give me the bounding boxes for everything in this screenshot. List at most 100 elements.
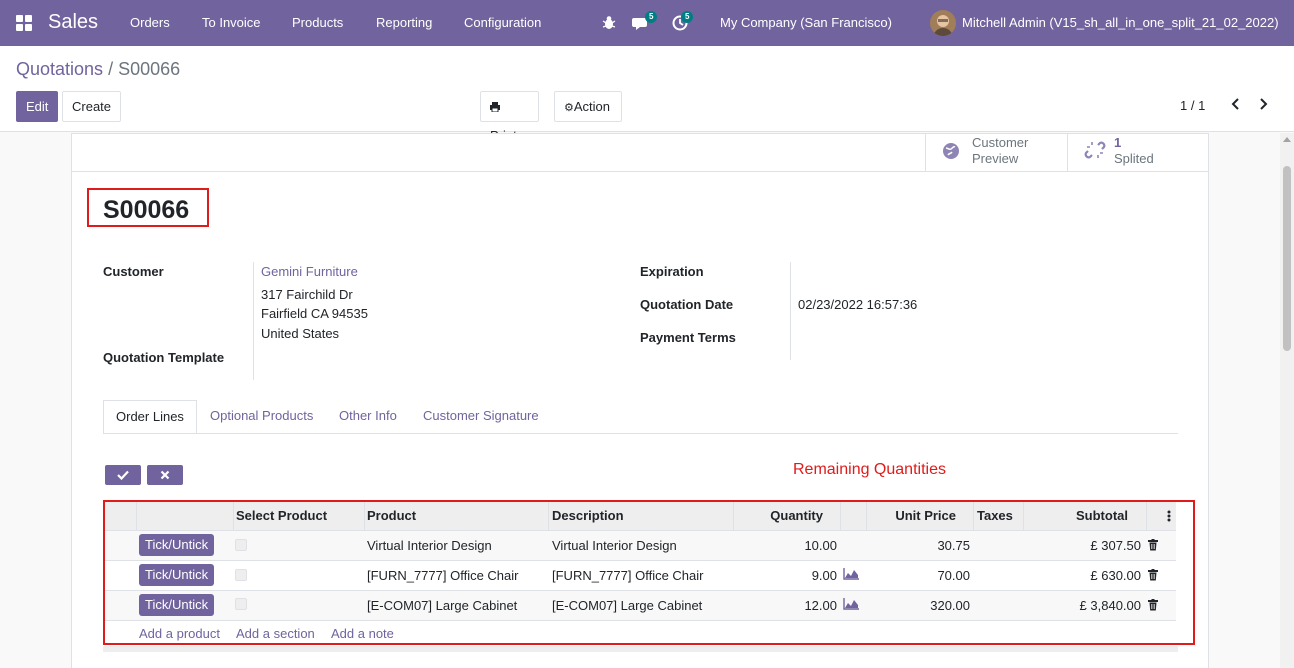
printer-icon bbox=[490, 102, 500, 113]
select-product-checkbox[interactable] bbox=[235, 539, 247, 551]
action-button[interactable]: ⚙Action bbox=[554, 91, 622, 122]
menu-to-invoice[interactable]: To Invoice bbox=[202, 15, 261, 30]
chat-icon[interactable] bbox=[632, 14, 650, 32]
tick-untick-button[interactable]: Tick/Untick bbox=[139, 594, 215, 616]
table-footer bbox=[103, 646, 1178, 652]
header-product[interactable]: Product bbox=[367, 508, 417, 523]
unit-price-cell: 70.00 bbox=[937, 568, 970, 583]
activity-clock-icon[interactable] bbox=[671, 14, 689, 32]
table-header bbox=[105, 502, 1176, 531]
header-taxes[interactable]: Taxes bbox=[977, 508, 1013, 523]
unlink-icon bbox=[1084, 141, 1106, 159]
subtotal-cell: £ 307.50 bbox=[1090, 538, 1141, 553]
tab-customer-signature[interactable]: Customer Signature bbox=[423, 408, 539, 423]
header-select-product[interactable]: Select Product bbox=[236, 508, 328, 523]
quantity-cell: 12.00 bbox=[804, 598, 837, 613]
header-separator bbox=[136, 502, 137, 531]
trash-icon[interactable] bbox=[1148, 569, 1158, 581]
payment-terms-label: Payment Terms bbox=[640, 330, 736, 345]
trash-icon[interactable] bbox=[1148, 599, 1158, 611]
vertical-scrollbar[interactable] bbox=[1280, 133, 1294, 668]
print-button[interactable]: Print bbox=[480, 91, 539, 143]
tab-order-lines[interactable]: Order Lines bbox=[103, 400, 197, 434]
customer-label: Customer bbox=[103, 264, 164, 279]
header-separator bbox=[733, 502, 734, 531]
menu-orders[interactable]: Orders bbox=[130, 15, 170, 30]
tick-untick-button[interactable]: Tick/Untick bbox=[139, 534, 215, 556]
product-link[interactable]: [E-COM07] Large Cabinet bbox=[367, 598, 518, 613]
splited-count: 1 bbox=[1114, 135, 1122, 150]
user-avatar[interactable] bbox=[930, 10, 956, 36]
cancel-split-button[interactable] bbox=[147, 465, 183, 485]
description-cell: [FURN_7777] Office Chair bbox=[552, 568, 704, 583]
select-product-checkbox[interactable] bbox=[235, 569, 247, 581]
customer-preview-line2: Preview bbox=[972, 151, 1019, 166]
description-cell: [E-COM07] Large Cabinet bbox=[552, 598, 703, 613]
header-subtotal[interactable]: Subtotal bbox=[1076, 508, 1128, 523]
breadcrumb-separator: / bbox=[108, 59, 114, 79]
confirm-split-button[interactable] bbox=[105, 465, 141, 485]
forecast-chart-icon[interactable] bbox=[843, 568, 859, 580]
header-separator bbox=[233, 502, 234, 531]
tab-other-info[interactable]: Other Info bbox=[339, 408, 397, 423]
address-country: United States bbox=[261, 326, 340, 341]
add-note-link[interactable]: Add a note bbox=[331, 626, 394, 641]
forecast-chart-icon[interactable] bbox=[843, 598, 859, 610]
close-icon bbox=[160, 470, 170, 480]
header-quantity[interactable]: Quantity bbox=[770, 508, 823, 523]
header-unit-price[interactable]: Unit Price bbox=[895, 508, 956, 523]
header-description[interactable]: Description bbox=[552, 508, 624, 523]
right-group-divider bbox=[790, 262, 791, 360]
address-street: 317 Fairchild Dr bbox=[261, 287, 353, 302]
menu-products[interactable]: Products bbox=[292, 15, 344, 30]
debug-bug-icon[interactable] bbox=[600, 14, 618, 32]
product-link[interactable]: Virtual Interior Design bbox=[367, 538, 492, 553]
quotation-date-label: Quotation Date bbox=[640, 297, 734, 312]
table-row[interactable] bbox=[105, 591, 1176, 621]
add-section-link[interactable]: Add a section bbox=[236, 626, 315, 641]
pager-next-icon[interactable] bbox=[1255, 96, 1271, 112]
header-separator bbox=[1023, 502, 1024, 531]
breadcrumb-quotations[interactable]: Quotations bbox=[16, 59, 104, 79]
header-separator bbox=[364, 502, 365, 531]
unit-price-cell: 30.75 bbox=[937, 538, 970, 553]
pager-value[interactable]: 1 / 1 bbox=[1180, 98, 1206, 113]
apps-menu-icon[interactable] bbox=[16, 15, 32, 31]
company-switcher[interactable]: My Company (San Francisco) bbox=[720, 15, 892, 30]
pager-previous-icon[interactable] bbox=[1228, 96, 1244, 112]
form-view: Customer Preview 1 Splited S00066 Custom… bbox=[0, 133, 1280, 668]
address-city: Fairfield CA 94535 bbox=[261, 306, 368, 321]
subtotal-cell: £ 630.00 bbox=[1090, 568, 1141, 583]
menu-reporting[interactable]: Reporting bbox=[376, 15, 433, 30]
header-separator bbox=[840, 502, 841, 531]
gear-icon: ⚙ bbox=[564, 102, 574, 114]
select-product-checkbox[interactable] bbox=[235, 598, 247, 610]
header-separator bbox=[548, 502, 549, 531]
scrollbar-thumb[interactable] bbox=[1283, 166, 1291, 351]
app-name[interactable]: Sales bbox=[48, 11, 99, 33]
unit-price-cell: 320.00 bbox=[930, 598, 970, 613]
menu-configuration[interactable]: Configuration bbox=[464, 15, 542, 30]
trash-icon[interactable] bbox=[1148, 539, 1158, 551]
edit-button[interactable]: Edit bbox=[16, 91, 58, 122]
optional-columns-icon[interactable] bbox=[1167, 510, 1171, 522]
header-separator bbox=[1146, 502, 1147, 531]
quotation-date-value: 02/23/2022 16:57:36 bbox=[798, 297, 918, 312]
order-lines-highlight-box bbox=[103, 500, 1195, 645]
remaining-quantities-annotation: Remaining Quantities bbox=[793, 461, 946, 478]
customer-preview-button[interactable]: Customer Preview bbox=[925, 134, 1067, 171]
add-product-link[interactable]: Add a product bbox=[139, 626, 220, 641]
tab-optional-products[interactable]: Optional Products bbox=[210, 408, 314, 423]
splited-orders-button[interactable]: 1 Splited bbox=[1067, 134, 1210, 171]
table-row[interactable] bbox=[105, 561, 1176, 591]
expiration-label: Expiration bbox=[640, 264, 704, 279]
customer-link[interactable]: Gemini Furniture bbox=[261, 264, 358, 279]
splited-label: Splited bbox=[1114, 151, 1154, 166]
product-link[interactable]: [FURN_7777] Office Chair bbox=[367, 568, 519, 583]
table-row[interactable] bbox=[105, 531, 1176, 561]
create-button[interactable]: Create bbox=[62, 91, 122, 122]
scroll-up-arrow-icon[interactable] bbox=[1283, 137, 1291, 142]
quantity-cell: 10.00 bbox=[804, 538, 837, 553]
tick-untick-button[interactable]: Tick/Untick bbox=[139, 564, 215, 586]
user-menu[interactable]: Mitchell Admin (V15_sh_all_in_one_split_… bbox=[962, 15, 1279, 30]
